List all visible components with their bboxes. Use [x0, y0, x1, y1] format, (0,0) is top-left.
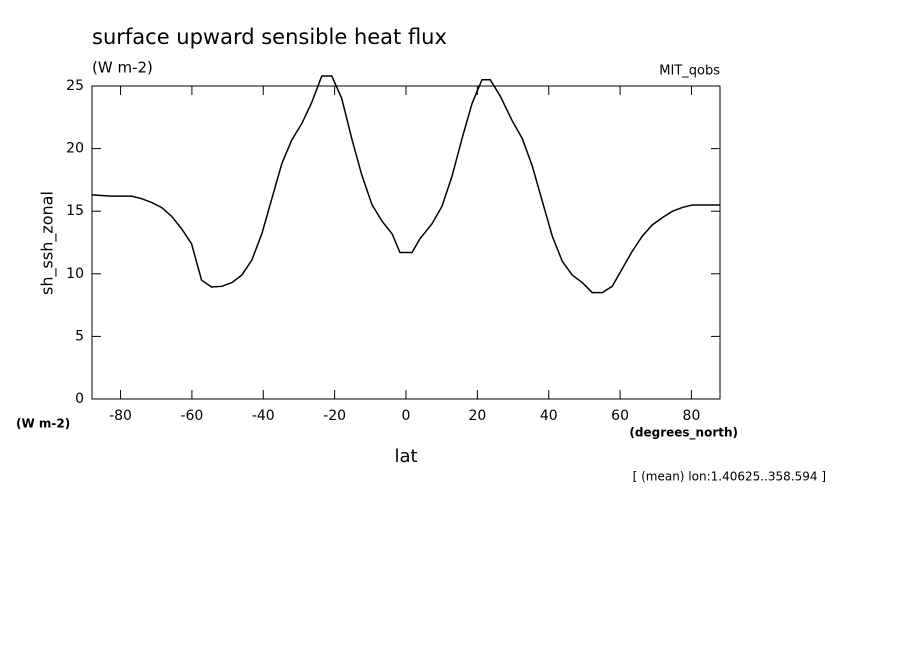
note: [ (mean) lon:1.40625..358.594 ]	[633, 470, 826, 484]
y-axis-units: (W m-2)	[16, 417, 70, 431]
x-tick-label: 60	[611, 408, 629, 424]
x-tick-label: -20	[323, 408, 346, 424]
y-tick-label: 20	[66, 141, 84, 157]
chart-title: surface upward sensible heat flux	[92, 25, 447, 49]
y-tick-label: 5	[75, 328, 84, 344]
x-axis-units: (degrees_north)	[629, 426, 738, 441]
plot-frame	[91, 85, 721, 400]
x-tick-label: 20	[468, 408, 486, 424]
y-tick-label: 10	[66, 266, 84, 282]
y-tick-label: 25	[66, 78, 84, 94]
x-tick-label: -40	[252, 408, 275, 424]
data-line	[91, 75, 720, 294]
x-tick-label: 0	[402, 408, 411, 424]
x-tick-label: 40	[540, 408, 558, 424]
x-axis-label: lat	[394, 446, 417, 467]
chart-subtitle: (W m-2)	[92, 59, 153, 77]
source-label: MIT_qobs	[659, 64, 720, 79]
x-tick-label: -80	[109, 408, 132, 424]
y-tick-label: 0	[75, 391, 84, 407]
x-tick-label: 80	[683, 408, 701, 424]
x-tick-label: -60	[180, 408, 203, 424]
y-axis-label: sh_ssh_zonal	[38, 191, 58, 295]
y-tick-label: 15	[66, 203, 84, 219]
